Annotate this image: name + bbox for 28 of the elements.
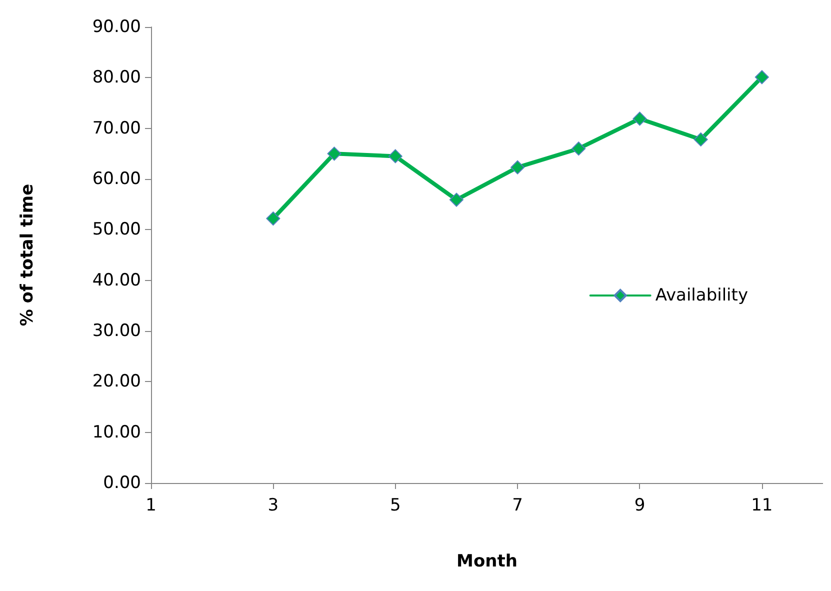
y-tick-label: 60.00 xyxy=(92,169,141,189)
point xyxy=(694,132,708,146)
y-tick-label: 10.00 xyxy=(92,422,141,442)
x-tick-label: 11 xyxy=(751,496,773,516)
y-tick-label: 30.00 xyxy=(92,321,141,341)
y-tick-label: 20.00 xyxy=(92,372,141,392)
point xyxy=(754,70,769,84)
y-tick-label: 80.00 xyxy=(92,68,141,88)
point xyxy=(449,192,464,207)
x-tick-label: 1 xyxy=(146,496,156,516)
point xyxy=(266,212,280,226)
y-tick-label: 40.00 xyxy=(92,270,141,290)
point xyxy=(510,160,525,174)
y-axis-title: % of total time xyxy=(18,184,38,326)
x-tick-label: 9 xyxy=(634,496,646,516)
x-tick-label: 5 xyxy=(390,496,401,516)
y-tick-label: 90.00 xyxy=(92,17,141,37)
x-axis-title: Month xyxy=(456,552,518,572)
y-tick-label: 0.00 xyxy=(103,473,141,493)
point xyxy=(572,142,586,156)
x-tick-label: 7 xyxy=(512,496,523,516)
point xyxy=(388,149,402,164)
point xyxy=(632,112,647,126)
x-tick-label: 3 xyxy=(268,496,279,516)
legend-label: Availability xyxy=(655,286,748,306)
point xyxy=(327,146,342,161)
y-tick-label: 50.00 xyxy=(92,220,141,240)
y-tick-label: 70.00 xyxy=(92,118,141,138)
